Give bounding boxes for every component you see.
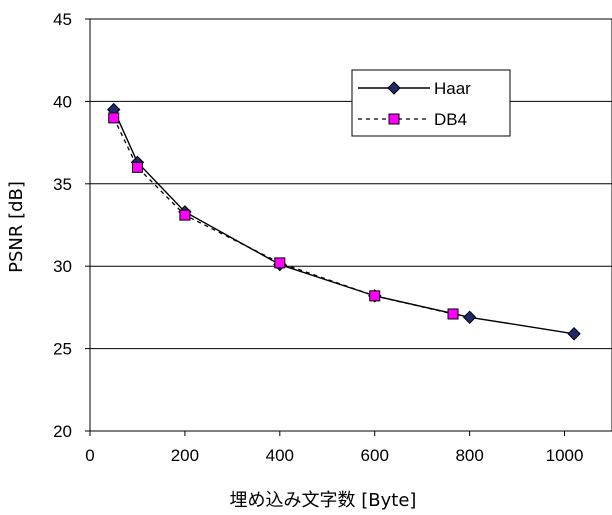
x-tick-label-1000: 1000 [546, 446, 584, 465]
legend: Haar DB4 [351, 69, 511, 137]
y-axis-title: PSNR [dB] [6, 181, 27, 273]
series-db4-line [113, 117, 454, 315]
x-tick-label-800: 800 [455, 446, 483, 465]
series-db4-point-3 [274, 257, 286, 269]
series-db4-point-2 [179, 209, 191, 221]
series-layer [107, 102, 581, 341]
y-tick-label-35: 35 [53, 175, 72, 194]
series-db4-point-5 [447, 308, 459, 320]
gridlines [90, 18, 612, 350]
x-tick-label-400: 400 [266, 446, 294, 465]
legend-db4-label: DB4 [434, 110, 467, 129]
y-tick-label-45: 45 [53, 10, 72, 29]
x-tick-label-200: 200 [171, 446, 199, 465]
x-tick-label-0: 0 [85, 446, 94, 465]
x-tick-label-600: 600 [361, 446, 389, 465]
x-axis-title: 埋め込み文字数 [Byte] [230, 490, 417, 511]
series-haar-point-6 [567, 327, 581, 341]
series-haar-line [113, 109, 575, 335]
axis-ticks: 20 25 30 35 40 45 0 200 400 600 800 1000 [53, 10, 583, 465]
series-db4-point-4 [369, 290, 381, 302]
y-tick-label-30: 30 [53, 257, 72, 276]
series-db4-point-0 [108, 112, 120, 124]
y-tick-label-25: 25 [53, 340, 72, 359]
legend-haar-marker [387, 81, 401, 95]
legend-box [351, 69, 511, 137]
legend-haar-label: Haar [434, 79, 471, 98]
y-tick-label-40: 40 [53, 92, 72, 111]
y-tick-label-20: 20 [53, 422, 72, 441]
series-haar-point-5 [462, 310, 477, 324]
legend-db4-marker [388, 113, 400, 125]
series-db4-point-1 [131, 161, 143, 173]
plot-area [89, 18, 612, 432]
